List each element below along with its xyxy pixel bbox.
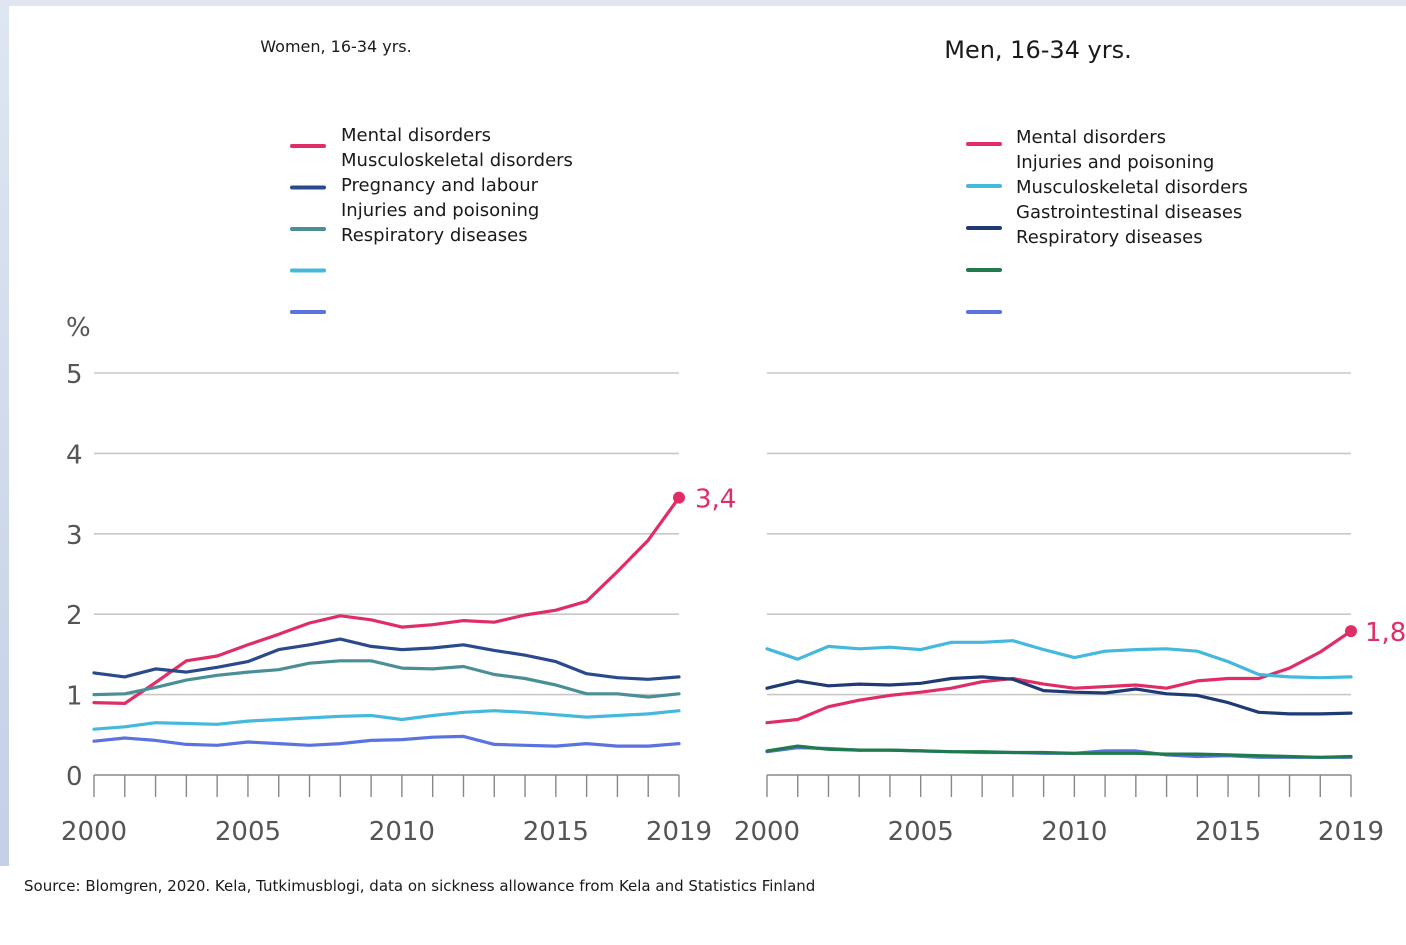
women-legend-label: Musculoskeletal disorders [341,150,573,171]
women-series-teal [92,659,681,699]
men-series-green [765,744,1353,759]
women-x-tick-label: 2000 [61,817,127,847]
women-x-tick-label: 2005 [215,817,281,847]
men-x-tick-label: 2010 [1041,817,1107,847]
y-tick-label: 5 [66,360,83,390]
women-legend-label: Respiratory diseases [341,225,528,246]
women-legend-label: Mental disorders [341,125,491,146]
women-series-periwinkle [92,734,681,748]
charts-svg: Women, 16-34 yrs. Mental disorders Musculo… [61,36,1406,847]
women-legend-label: Pregnancy and labour [341,175,539,196]
women-series-light_blue [92,709,681,731]
men-legend-label: Gastrointestinal diseases [1016,202,1242,223]
y-tick-label: 4 [66,440,83,470]
women-end-marker [673,491,685,504]
y-tick-label: 3 [66,521,83,551]
men-series-navy [765,675,1353,716]
men-end-marker [1345,625,1357,638]
men-legend-label: Respiratory diseases [1016,227,1203,248]
women-x-tick-label: 2010 [369,817,435,847]
men-series-light_blue [765,639,1353,680]
source-note: Source: Blomgren, 2020. Kela, Tutkimusbl… [24,877,816,895]
women-series-mental [92,496,681,706]
men-legend-label: Mental disorders [1016,127,1166,148]
left-band [0,0,9,866]
women-legend-label: Injuries and poisoning [341,200,539,221]
men-x-tick-label: 2015 [1195,817,1261,847]
men-chart-title: Men, 16-34 yrs. [944,36,1132,64]
women-x-tick-label: 2019 [646,817,712,847]
men-series-mental [765,629,1353,725]
women-series-dark_blue [92,637,681,681]
top-band [0,0,1406,6]
men-end-label: 1,8 [1365,618,1406,648]
y-axis-unit: % [66,313,91,343]
men-legend-label: Musculoskeletal disorders [1016,177,1248,198]
men-legend-label: Injuries and poisoning [1016,152,1214,173]
y-tick-label: 2 [66,601,83,631]
women-x-tick-label: 2015 [523,817,589,847]
y-tick-label: 1 [66,682,83,712]
y-tick-label: 0 [66,762,83,792]
men-x-tick-label: 2005 [888,817,954,847]
women-end-label: 3,4 [695,485,736,515]
men-x-tick-label: 2000 [734,817,800,847]
men-x-tick-label: 2019 [1318,817,1384,847]
women-chart-title: Women, 16-34 yrs. [260,37,411,56]
